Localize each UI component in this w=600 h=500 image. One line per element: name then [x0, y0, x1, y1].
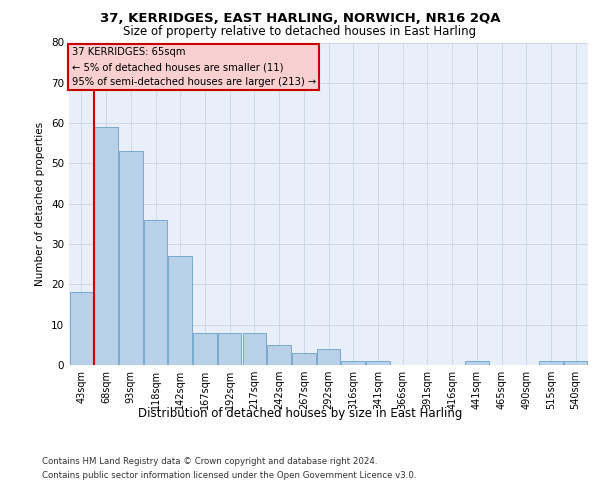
Bar — [193, 333, 217, 365]
Bar — [341, 361, 365, 365]
Bar — [218, 333, 241, 365]
Bar — [169, 256, 192, 365]
Text: 37 KERRIDGES: 65sqm
← 5% of detached houses are smaller (11)
95% of semi-detache: 37 KERRIDGES: 65sqm ← 5% of detached hou… — [71, 48, 316, 87]
Y-axis label: Number of detached properties: Number of detached properties — [35, 122, 46, 286]
Bar — [317, 349, 340, 365]
Bar — [564, 361, 587, 365]
Bar — [144, 220, 167, 365]
Text: Size of property relative to detached houses in East Harling: Size of property relative to detached ho… — [124, 25, 476, 38]
Bar — [70, 292, 93, 365]
Bar — [366, 361, 389, 365]
Text: Contains public sector information licensed under the Open Government Licence v3: Contains public sector information licen… — [42, 471, 416, 480]
Bar — [94, 127, 118, 365]
Text: 37, KERRIDGES, EAST HARLING, NORWICH, NR16 2QA: 37, KERRIDGES, EAST HARLING, NORWICH, NR… — [100, 12, 500, 26]
Bar — [465, 361, 488, 365]
Text: Distribution of detached houses by size in East Harling: Distribution of detached houses by size … — [138, 408, 462, 420]
Bar — [268, 345, 291, 365]
Text: Contains HM Land Registry data © Crown copyright and database right 2024.: Contains HM Land Registry data © Crown c… — [42, 458, 377, 466]
Bar — [119, 152, 143, 365]
Bar — [242, 333, 266, 365]
Bar — [539, 361, 563, 365]
Bar — [292, 353, 316, 365]
